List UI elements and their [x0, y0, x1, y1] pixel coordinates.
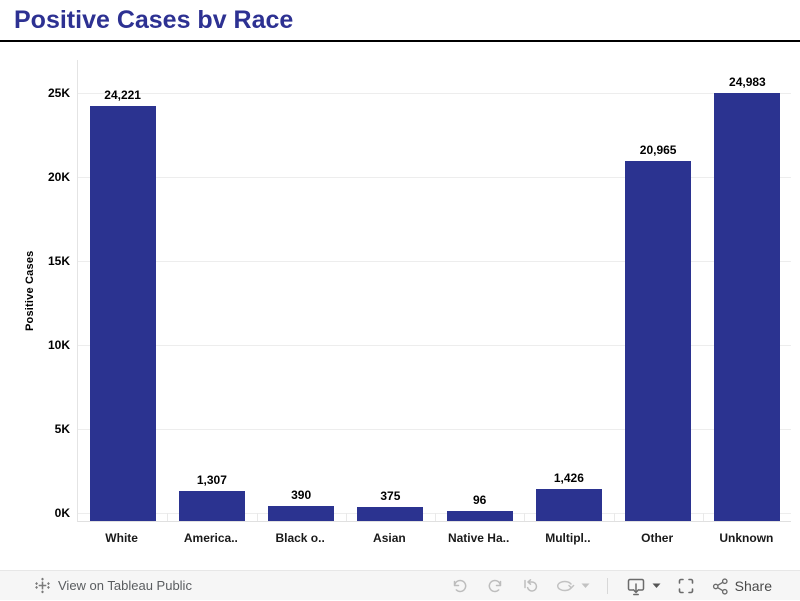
bar-multipl[interactable]	[535, 489, 602, 521]
bar-nativeha[interactable]	[446, 511, 513, 521]
toolbar-separator	[606, 578, 608, 594]
category-separator	[435, 513, 436, 521]
gridline	[78, 260, 791, 262]
page-title: Positive Cases bv Race	[14, 6, 294, 34]
category-separator	[346, 513, 347, 521]
y-tick-label: 5K	[54, 422, 70, 436]
view-on-tableau-public-link[interactable]: View on Tableau Public	[58, 578, 192, 593]
bar-other[interactable]	[625, 160, 692, 521]
x-tick-label: Unknown	[719, 531, 774, 545]
bar-blacko[interactable]	[268, 506, 335, 521]
x-tick-label: Black o..	[275, 531, 325, 545]
bar-america[interactable]	[178, 491, 245, 521]
gridline	[78, 176, 791, 178]
y-tick-label: 25K	[47, 86, 70, 100]
category-separator	[257, 513, 258, 521]
bar-value-label: 375	[380, 488, 401, 503]
bar-value-label: 24,983	[729, 75, 766, 90]
gridline	[78, 344, 791, 346]
category-separator	[703, 513, 704, 521]
bar-value-label: 96	[472, 493, 487, 508]
refresh-icon[interactable]	[555, 576, 590, 596]
download-icon[interactable]	[625, 575, 661, 597]
category-separator	[167, 513, 168, 521]
x-tick-label: America..	[183, 531, 238, 545]
y-tick-label: 0K	[54, 506, 70, 520]
caret-down-icon	[581, 583, 590, 588]
bar-value-label: 20,965	[639, 142, 677, 157]
category-separator	[524, 513, 525, 521]
gridline	[78, 428, 791, 430]
share-icon	[712, 577, 728, 595]
gridline	[78, 512, 791, 514]
bar-value-label: 1,307	[196, 473, 227, 487]
y-tick-label: 20K	[47, 170, 70, 184]
y-axis-title: Positive Cases	[24, 250, 36, 332]
bar-value-label: 1,426	[553, 471, 584, 485]
share-label: Share	[734, 578, 772, 594]
x-tick-label: Other	[641, 531, 674, 545]
undo-icon[interactable]	[450, 576, 470, 596]
x-tick-label: Native Ha..	[447, 531, 510, 545]
x-tick-label: White	[105, 531, 138, 545]
bar-asian[interactable]	[357, 506, 424, 521]
fullscreen-icon[interactable]	[676, 576, 696, 596]
category-separator	[614, 513, 615, 521]
title-underline	[0, 40, 800, 42]
y-tick-label: 15K	[47, 254, 70, 268]
gridline	[78, 92, 791, 94]
tableau-toolbar: View on Tableau Public	[0, 570, 800, 600]
share-button[interactable]: Share	[711, 577, 772, 596]
caret-down-icon	[652, 583, 661, 588]
y-tick-label: 10K	[47, 338, 70, 352]
x-tick-label: Multipl..	[545, 531, 591, 545]
replay-icon[interactable]	[520, 576, 540, 596]
bar-unknown[interactable]	[714, 93, 781, 521]
x-tick-label: Asian	[373, 531, 406, 545]
tableau-logo-icon[interactable]	[34, 577, 51, 594]
chart-area: Positive Cases 24,221 1,307 390 375 96 1,426 2…	[0, 42, 800, 570]
bar-value-label: 24,221	[104, 88, 141, 103]
plot-area: 24,221 1,307 390 375 96 1,426 20,965 24,983	[77, 60, 791, 522]
bar-white[interactable]	[89, 106, 156, 521]
bar-value-label: 390	[291, 488, 312, 503]
redo-icon[interactable]	[485, 576, 505, 596]
